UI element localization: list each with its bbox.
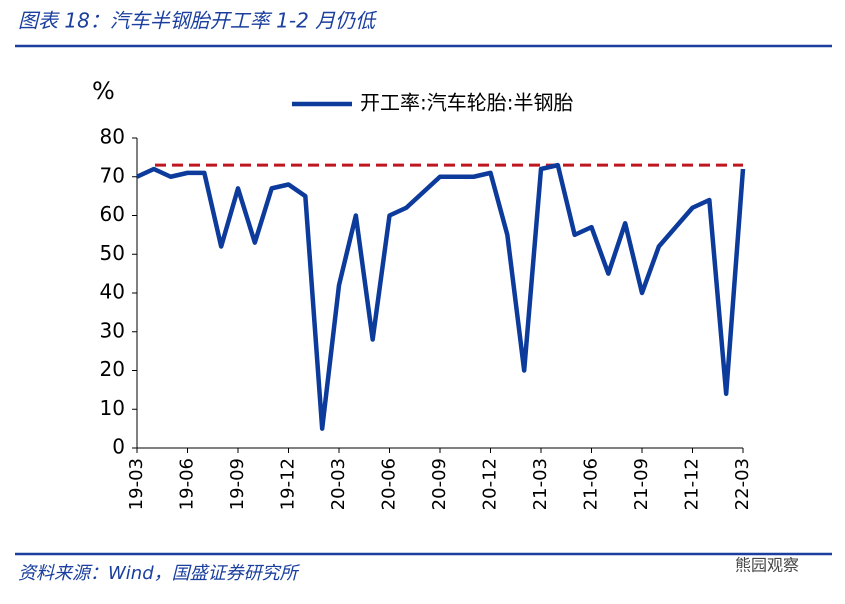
title: 图表 18：汽车半钢胎开工率 1-2 月仍低	[18, 9, 378, 33]
x-tick-label: 20-06	[379, 458, 400, 510]
x-tick-label: 19-06	[177, 458, 198, 510]
y-tick-label: 50	[100, 241, 125, 265]
x-tick-label: 21-09	[631, 458, 652, 510]
y-tick-label: 40	[100, 280, 125, 304]
legend-label: 开工率:汽车轮胎:半钢胎	[360, 91, 573, 115]
x-tick-label: 19-12	[278, 458, 299, 510]
x-tick-label: 19-09	[227, 458, 248, 510]
source: 资料来源：Wind，国盛证券研究所	[18, 563, 301, 584]
x-tick-label: 20-09	[429, 458, 450, 510]
y-tick-label: 70	[100, 163, 125, 187]
y-tick-label: 20	[100, 357, 125, 381]
y-tick-label: 30	[100, 318, 125, 342]
y-tick-label: 10	[100, 396, 125, 420]
x-tick-label: 20-03	[328, 458, 349, 510]
x-tick-label: 19-03	[126, 458, 147, 510]
series-line	[136, 162, 746, 431]
y-unit: %	[92, 77, 115, 105]
x-tick-label: 21-03	[530, 458, 551, 510]
x-tick-label: 21-06	[581, 458, 602, 510]
y-tick-label: 80	[100, 125, 125, 149]
watermark: 熊园观察	[735, 556, 799, 575]
y-tick-label: 0	[112, 435, 125, 459]
x-tick-label: 20-12	[480, 458, 501, 510]
y-tick-label: 60	[100, 202, 125, 226]
x-tick-label: 22-03	[732, 458, 753, 510]
x-tick-label: 21-12	[682, 458, 703, 510]
plot: 0 10 20 30 40 50 60 70 80 19-03 19-06 19-09 19-12 20-…	[100, 91, 753, 511]
